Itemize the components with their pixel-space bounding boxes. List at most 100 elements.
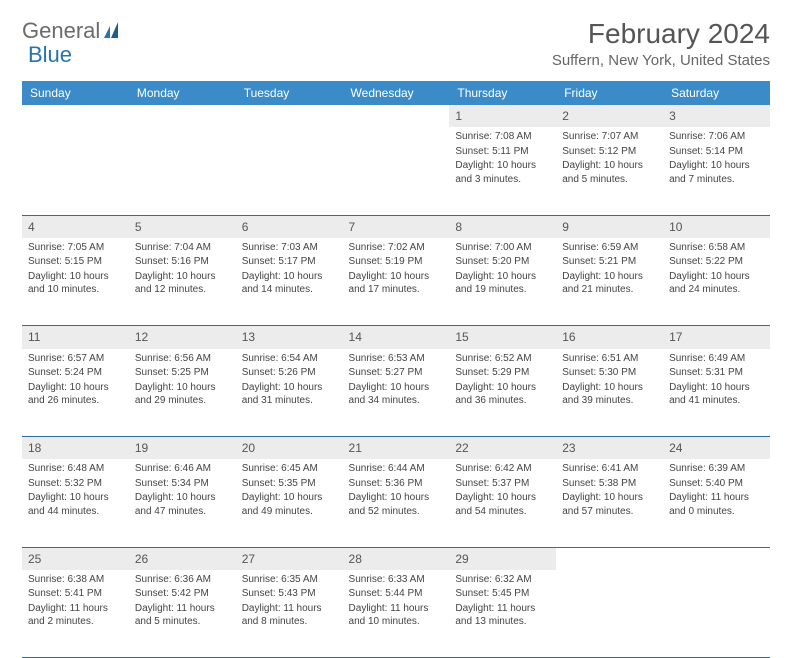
day-cell: Sunrise: 6:44 AMSunset: 5:36 PMDaylight:…: [343, 459, 450, 547]
day-details-row: Sunrise: 7:05 AMSunset: 5:15 PMDaylight:…: [22, 238, 770, 326]
day-number: [556, 547, 663, 570]
day-cell: [556, 570, 663, 658]
day-cell: Sunrise: 7:05 AMSunset: 5:15 PMDaylight:…: [22, 238, 129, 326]
day-number: 17: [663, 326, 770, 349]
day-header: Friday: [556, 81, 663, 105]
day-details: Sunrise: 6:56 AMSunset: 5:25 PMDaylight:…: [129, 349, 236, 415]
day-number: 2: [556, 105, 663, 127]
day-number: 11: [22, 326, 129, 349]
day-details: Sunrise: 7:02 AMSunset: 5:19 PMDaylight:…: [343, 238, 450, 304]
day-number: 15: [449, 326, 556, 349]
day-header: Saturday: [663, 81, 770, 105]
day-header: Wednesday: [343, 81, 450, 105]
day-cell: [236, 127, 343, 215]
day-number: 18: [22, 437, 129, 460]
day-cell: Sunrise: 6:38 AMSunset: 5:41 PMDaylight:…: [22, 570, 129, 658]
header: General February 2024 Suffern, New York,…: [22, 18, 770, 69]
day-number: 26: [129, 547, 236, 570]
day-details: Sunrise: 7:07 AMSunset: 5:12 PMDaylight:…: [556, 127, 663, 193]
day-cell: Sunrise: 7:00 AMSunset: 5:20 PMDaylight:…: [449, 238, 556, 326]
day-number: 20: [236, 437, 343, 460]
day-details: Sunrise: 6:52 AMSunset: 5:29 PMDaylight:…: [449, 349, 556, 415]
day-number: 24: [663, 437, 770, 460]
day-cell: Sunrise: 6:56 AMSunset: 5:25 PMDaylight:…: [129, 349, 236, 437]
day-number: 7: [343, 215, 450, 238]
day-cell: Sunrise: 6:32 AMSunset: 5:45 PMDaylight:…: [449, 570, 556, 658]
day-details: Sunrise: 6:36 AMSunset: 5:42 PMDaylight:…: [129, 570, 236, 636]
day-details-row: Sunrise: 6:48 AMSunset: 5:32 PMDaylight:…: [22, 459, 770, 547]
day-cell: Sunrise: 6:51 AMSunset: 5:30 PMDaylight:…: [556, 349, 663, 437]
day-header: Thursday: [449, 81, 556, 105]
day-cell: [663, 570, 770, 658]
day-details: Sunrise: 6:39 AMSunset: 5:40 PMDaylight:…: [663, 459, 770, 525]
day-cell: [343, 127, 450, 215]
day-details-row: Sunrise: 7:08 AMSunset: 5:11 PMDaylight:…: [22, 127, 770, 215]
day-cell: Sunrise: 6:54 AMSunset: 5:26 PMDaylight:…: [236, 349, 343, 437]
day-number: 6: [236, 215, 343, 238]
day-details: Sunrise: 6:32 AMSunset: 5:45 PMDaylight:…: [449, 570, 556, 636]
day-number: 14: [343, 326, 450, 349]
day-cell: Sunrise: 6:45 AMSunset: 5:35 PMDaylight:…: [236, 459, 343, 547]
day-number: 25: [22, 547, 129, 570]
day-cell: Sunrise: 6:48 AMSunset: 5:32 PMDaylight:…: [22, 459, 129, 547]
day-number-row: 11121314151617: [22, 326, 770, 349]
logo-text-2: Blue: [28, 42, 72, 68]
month-title: February 2024: [552, 18, 770, 50]
day-header: Sunday: [22, 81, 129, 105]
day-cell: Sunrise: 6:57 AMSunset: 5:24 PMDaylight:…: [22, 349, 129, 437]
day-details: Sunrise: 6:59 AMSunset: 5:21 PMDaylight:…: [556, 238, 663, 304]
day-number-row: 123: [22, 105, 770, 127]
day-cell: Sunrise: 6:46 AMSunset: 5:34 PMDaylight:…: [129, 459, 236, 547]
day-number: [663, 547, 770, 570]
day-number: 12: [129, 326, 236, 349]
day-details: Sunrise: 6:45 AMSunset: 5:35 PMDaylight:…: [236, 459, 343, 525]
day-number: 19: [129, 437, 236, 460]
day-number: [129, 105, 236, 127]
day-number: 4: [22, 215, 129, 238]
day-number: 23: [556, 437, 663, 460]
flag-icon: [104, 18, 124, 44]
day-details: Sunrise: 6:38 AMSunset: 5:41 PMDaylight:…: [22, 570, 129, 636]
day-details: Sunrise: 7:08 AMSunset: 5:11 PMDaylight:…: [449, 127, 556, 193]
day-header-row: SundayMondayTuesdayWednesdayThursdayFrid…: [22, 81, 770, 105]
title-block: February 2024 Suffern, New York, United …: [552, 18, 770, 69]
day-cell: Sunrise: 6:42 AMSunset: 5:37 PMDaylight:…: [449, 459, 556, 547]
day-header: Monday: [129, 81, 236, 105]
day-number-row: 45678910: [22, 215, 770, 238]
day-number: [343, 105, 450, 127]
day-details: Sunrise: 6:53 AMSunset: 5:27 PMDaylight:…: [343, 349, 450, 415]
day-cell: Sunrise: 6:35 AMSunset: 5:43 PMDaylight:…: [236, 570, 343, 658]
day-cell: Sunrise: 6:41 AMSunset: 5:38 PMDaylight:…: [556, 459, 663, 547]
day-cell: Sunrise: 7:03 AMSunset: 5:17 PMDaylight:…: [236, 238, 343, 326]
day-cell: [129, 127, 236, 215]
day-number: 5: [129, 215, 236, 238]
day-number: 9: [556, 215, 663, 238]
logo: General: [22, 18, 126, 44]
day-cell: Sunrise: 7:02 AMSunset: 5:19 PMDaylight:…: [343, 238, 450, 326]
day-number: [236, 105, 343, 127]
day-number-row: 18192021222324: [22, 437, 770, 460]
day-details: Sunrise: 6:46 AMSunset: 5:34 PMDaylight:…: [129, 459, 236, 525]
day-number: 29: [449, 547, 556, 570]
day-cell: Sunrise: 6:52 AMSunset: 5:29 PMDaylight:…: [449, 349, 556, 437]
day-details: Sunrise: 6:58 AMSunset: 5:22 PMDaylight:…: [663, 238, 770, 304]
calendar-table: SundayMondayTuesdayWednesdayThursdayFrid…: [22, 81, 770, 658]
day-cell: Sunrise: 7:08 AMSunset: 5:11 PMDaylight:…: [449, 127, 556, 215]
day-cell: Sunrise: 6:39 AMSunset: 5:40 PMDaylight:…: [663, 459, 770, 547]
day-details: Sunrise: 7:06 AMSunset: 5:14 PMDaylight:…: [663, 127, 770, 193]
day-cell: Sunrise: 7:06 AMSunset: 5:14 PMDaylight:…: [663, 127, 770, 215]
day-details-row: Sunrise: 6:57 AMSunset: 5:24 PMDaylight:…: [22, 349, 770, 437]
day-details: Sunrise: 6:54 AMSunset: 5:26 PMDaylight:…: [236, 349, 343, 415]
day-cell: Sunrise: 6:33 AMSunset: 5:44 PMDaylight:…: [343, 570, 450, 658]
day-number: 10: [663, 215, 770, 238]
day-cell: Sunrise: 7:07 AMSunset: 5:12 PMDaylight:…: [556, 127, 663, 215]
day-cell: Sunrise: 6:53 AMSunset: 5:27 PMDaylight:…: [343, 349, 450, 437]
day-number: 8: [449, 215, 556, 238]
day-details: Sunrise: 6:41 AMSunset: 5:38 PMDaylight:…: [556, 459, 663, 525]
day-details: Sunrise: 6:35 AMSunset: 5:43 PMDaylight:…: [236, 570, 343, 636]
day-number: 21: [343, 437, 450, 460]
day-details: Sunrise: 6:51 AMSunset: 5:30 PMDaylight:…: [556, 349, 663, 415]
day-number: 1: [449, 105, 556, 127]
day-cell: Sunrise: 6:59 AMSunset: 5:21 PMDaylight:…: [556, 238, 663, 326]
day-header: Tuesday: [236, 81, 343, 105]
